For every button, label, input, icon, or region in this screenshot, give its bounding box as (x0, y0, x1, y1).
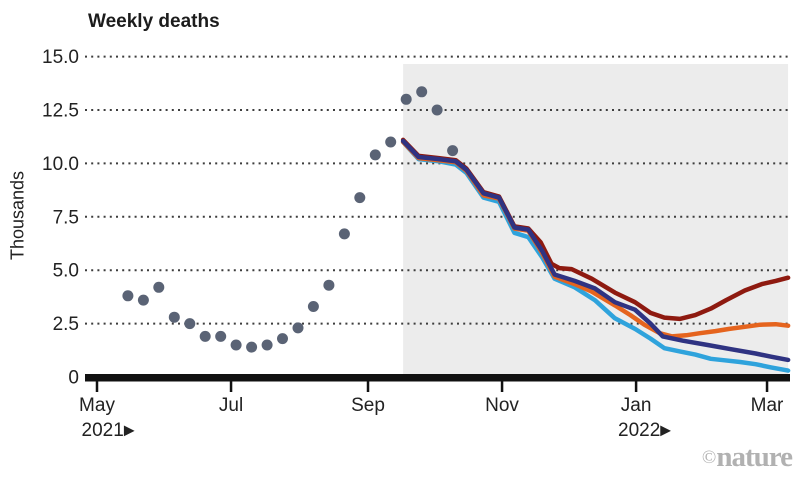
observed-dot (400, 93, 412, 105)
x-tick-label: Jan (621, 395, 652, 416)
x-axis-baseline (85, 374, 790, 382)
x-tick-label: May (79, 395, 115, 416)
forecast-shaded-region (403, 64, 789, 374)
observed-dot (184, 318, 196, 330)
observed-dot (230, 339, 242, 351)
observed-dot (385, 136, 397, 148)
year-forward-icon: ▶ (124, 422, 135, 438)
y-tick-label: 12.5 (42, 101, 79, 122)
observed-dot (292, 322, 304, 334)
observed-dot (338, 228, 350, 240)
y-tick-label: 10.0 (42, 154, 79, 175)
y-tick-label: 2.5 (53, 314, 79, 335)
observed-dot (215, 330, 227, 342)
observed-dot (168, 311, 180, 323)
y-tick-label: 0 (68, 368, 79, 389)
x-tick-label: Nov (485, 395, 519, 416)
observed-dot (137, 294, 149, 306)
x-axis-tick (95, 381, 99, 392)
observed-dot (153, 281, 165, 293)
observed-dot (416, 86, 428, 98)
y-tick-label: 5.0 (53, 261, 79, 282)
chart-title: Weekly deaths (88, 11, 220, 32)
watermark-name: nature (716, 441, 793, 473)
nature-watermark: ©nature (701, 441, 793, 474)
x-tick-label: Sep (351, 395, 385, 416)
observed-dot (199, 330, 211, 342)
year-label: 2022▶ (618, 420, 671, 441)
copyright-icon: © (701, 447, 717, 468)
observed-dot (122, 290, 134, 302)
y-tick-label: 15.0 (42, 47, 79, 68)
navy-projection-line (400, 138, 791, 363)
x-axis-tick (500, 381, 504, 392)
observed-dot (369, 149, 381, 161)
observed-dot (354, 192, 366, 204)
x-axis-tick (765, 381, 769, 392)
x-axis-tick (634, 381, 638, 392)
observed-dot (277, 333, 288, 345)
observed-dot (246, 341, 258, 353)
observed-dot (261, 339, 273, 351)
year-forward-icon: ▶ (660, 422, 671, 438)
x-tick-label: Mar (751, 395, 784, 416)
y-tick-label: 7.5 (53, 207, 79, 228)
observed-dot (447, 145, 459, 157)
year-label: 2021▶ (82, 420, 135, 441)
x-tick-label: Jul (219, 395, 243, 416)
x-axis-tick (229, 381, 233, 392)
observed-dot (307, 301, 319, 312)
observed-dot (431, 104, 443, 116)
x-axis-tick (366, 381, 370, 392)
observed-dot (323, 279, 335, 291)
